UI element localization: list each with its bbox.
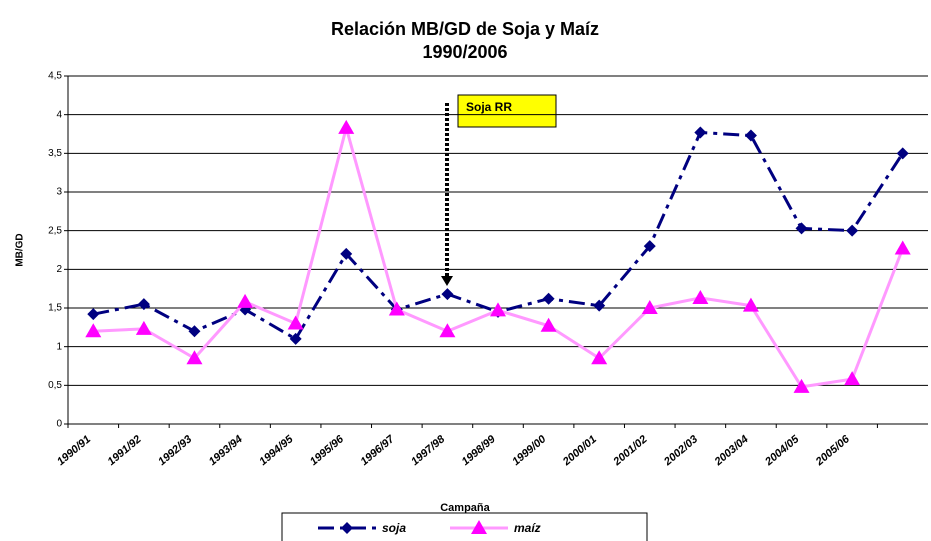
y-tick-label: 0,5 (48, 380, 62, 391)
x-tick-label: 1999/00 (510, 433, 549, 468)
point (471, 520, 487, 534)
y-tick-label: 0 (56, 419, 62, 430)
point (593, 299, 606, 312)
x-tick-label: 2005/06 (813, 433, 853, 469)
y-tick-label: 2 (56, 264, 62, 275)
x-tick-label: 1990/91 (55, 433, 93, 468)
point (340, 247, 353, 260)
y-tick-label: 1,5 (48, 303, 62, 314)
point (894, 240, 911, 255)
point (85, 323, 102, 338)
x-tick-label: 2002/03 (661, 433, 700, 468)
point (694, 126, 707, 139)
point (137, 298, 150, 311)
x-tick-label: 1991/92 (106, 433, 144, 468)
point (186, 350, 203, 365)
point (793, 378, 810, 393)
annotation-arrowhead (441, 276, 453, 286)
point (439, 323, 456, 338)
point (795, 222, 808, 235)
point (338, 119, 355, 134)
x-tick-label: 2001/02 (611, 433, 650, 468)
point (641, 300, 658, 314)
x-tick-label: 1992/93 (156, 433, 194, 468)
point (388, 301, 405, 316)
point (591, 350, 608, 365)
x-axis-label: Campaña (440, 502, 490, 514)
x-tick-label: 2003/04 (712, 433, 751, 468)
point (341, 522, 353, 534)
point (135, 320, 152, 335)
x-tick-label: 2004/05 (762, 433, 802, 469)
point (87, 308, 100, 321)
annotation-box (457, 94, 557, 128)
point (490, 302, 506, 317)
x-tick-label: 1994/95 (257, 433, 296, 468)
legend-label: soja (382, 521, 406, 535)
point (844, 371, 861, 386)
point (896, 147, 909, 160)
x-tick-label: 1996/97 (358, 433, 397, 468)
x-tick-label: 1997/98 (409, 433, 448, 468)
point (289, 332, 302, 345)
point (540, 317, 557, 332)
y-tick-label: 4 (56, 109, 62, 120)
y-tick-label: 3,5 (48, 148, 62, 159)
point (188, 325, 201, 338)
y-tick-label: 1 (56, 341, 62, 352)
point (287, 315, 304, 330)
legend-label: maíz (514, 521, 541, 535)
x-tick-label: 1998/99 (460, 433, 499, 468)
series-line (93, 122, 905, 389)
point (542, 292, 555, 305)
point (692, 289, 709, 304)
point (237, 293, 254, 308)
x-tick-label: 2000/01 (560, 433, 599, 468)
y-tick-label: 2,5 (48, 225, 62, 236)
point (643, 240, 656, 253)
y-axis-label: MB/GD (15, 233, 26, 266)
chart-title: Relación MB/GD de Soja y Maíz (331, 19, 599, 39)
annotation: Soja RR (466, 100, 512, 114)
x-tick-label: 1995/96 (308, 433, 347, 468)
point (742, 297, 759, 312)
x-tick-label: 1993/94 (207, 433, 245, 468)
y-tick-label: 4,5 (48, 71, 62, 82)
point (846, 224, 859, 237)
point (744, 129, 757, 142)
y-tick-label: 3 (56, 187, 62, 198)
chart-subtitle: 1990/2006 (422, 42, 507, 62)
point (441, 288, 454, 301)
